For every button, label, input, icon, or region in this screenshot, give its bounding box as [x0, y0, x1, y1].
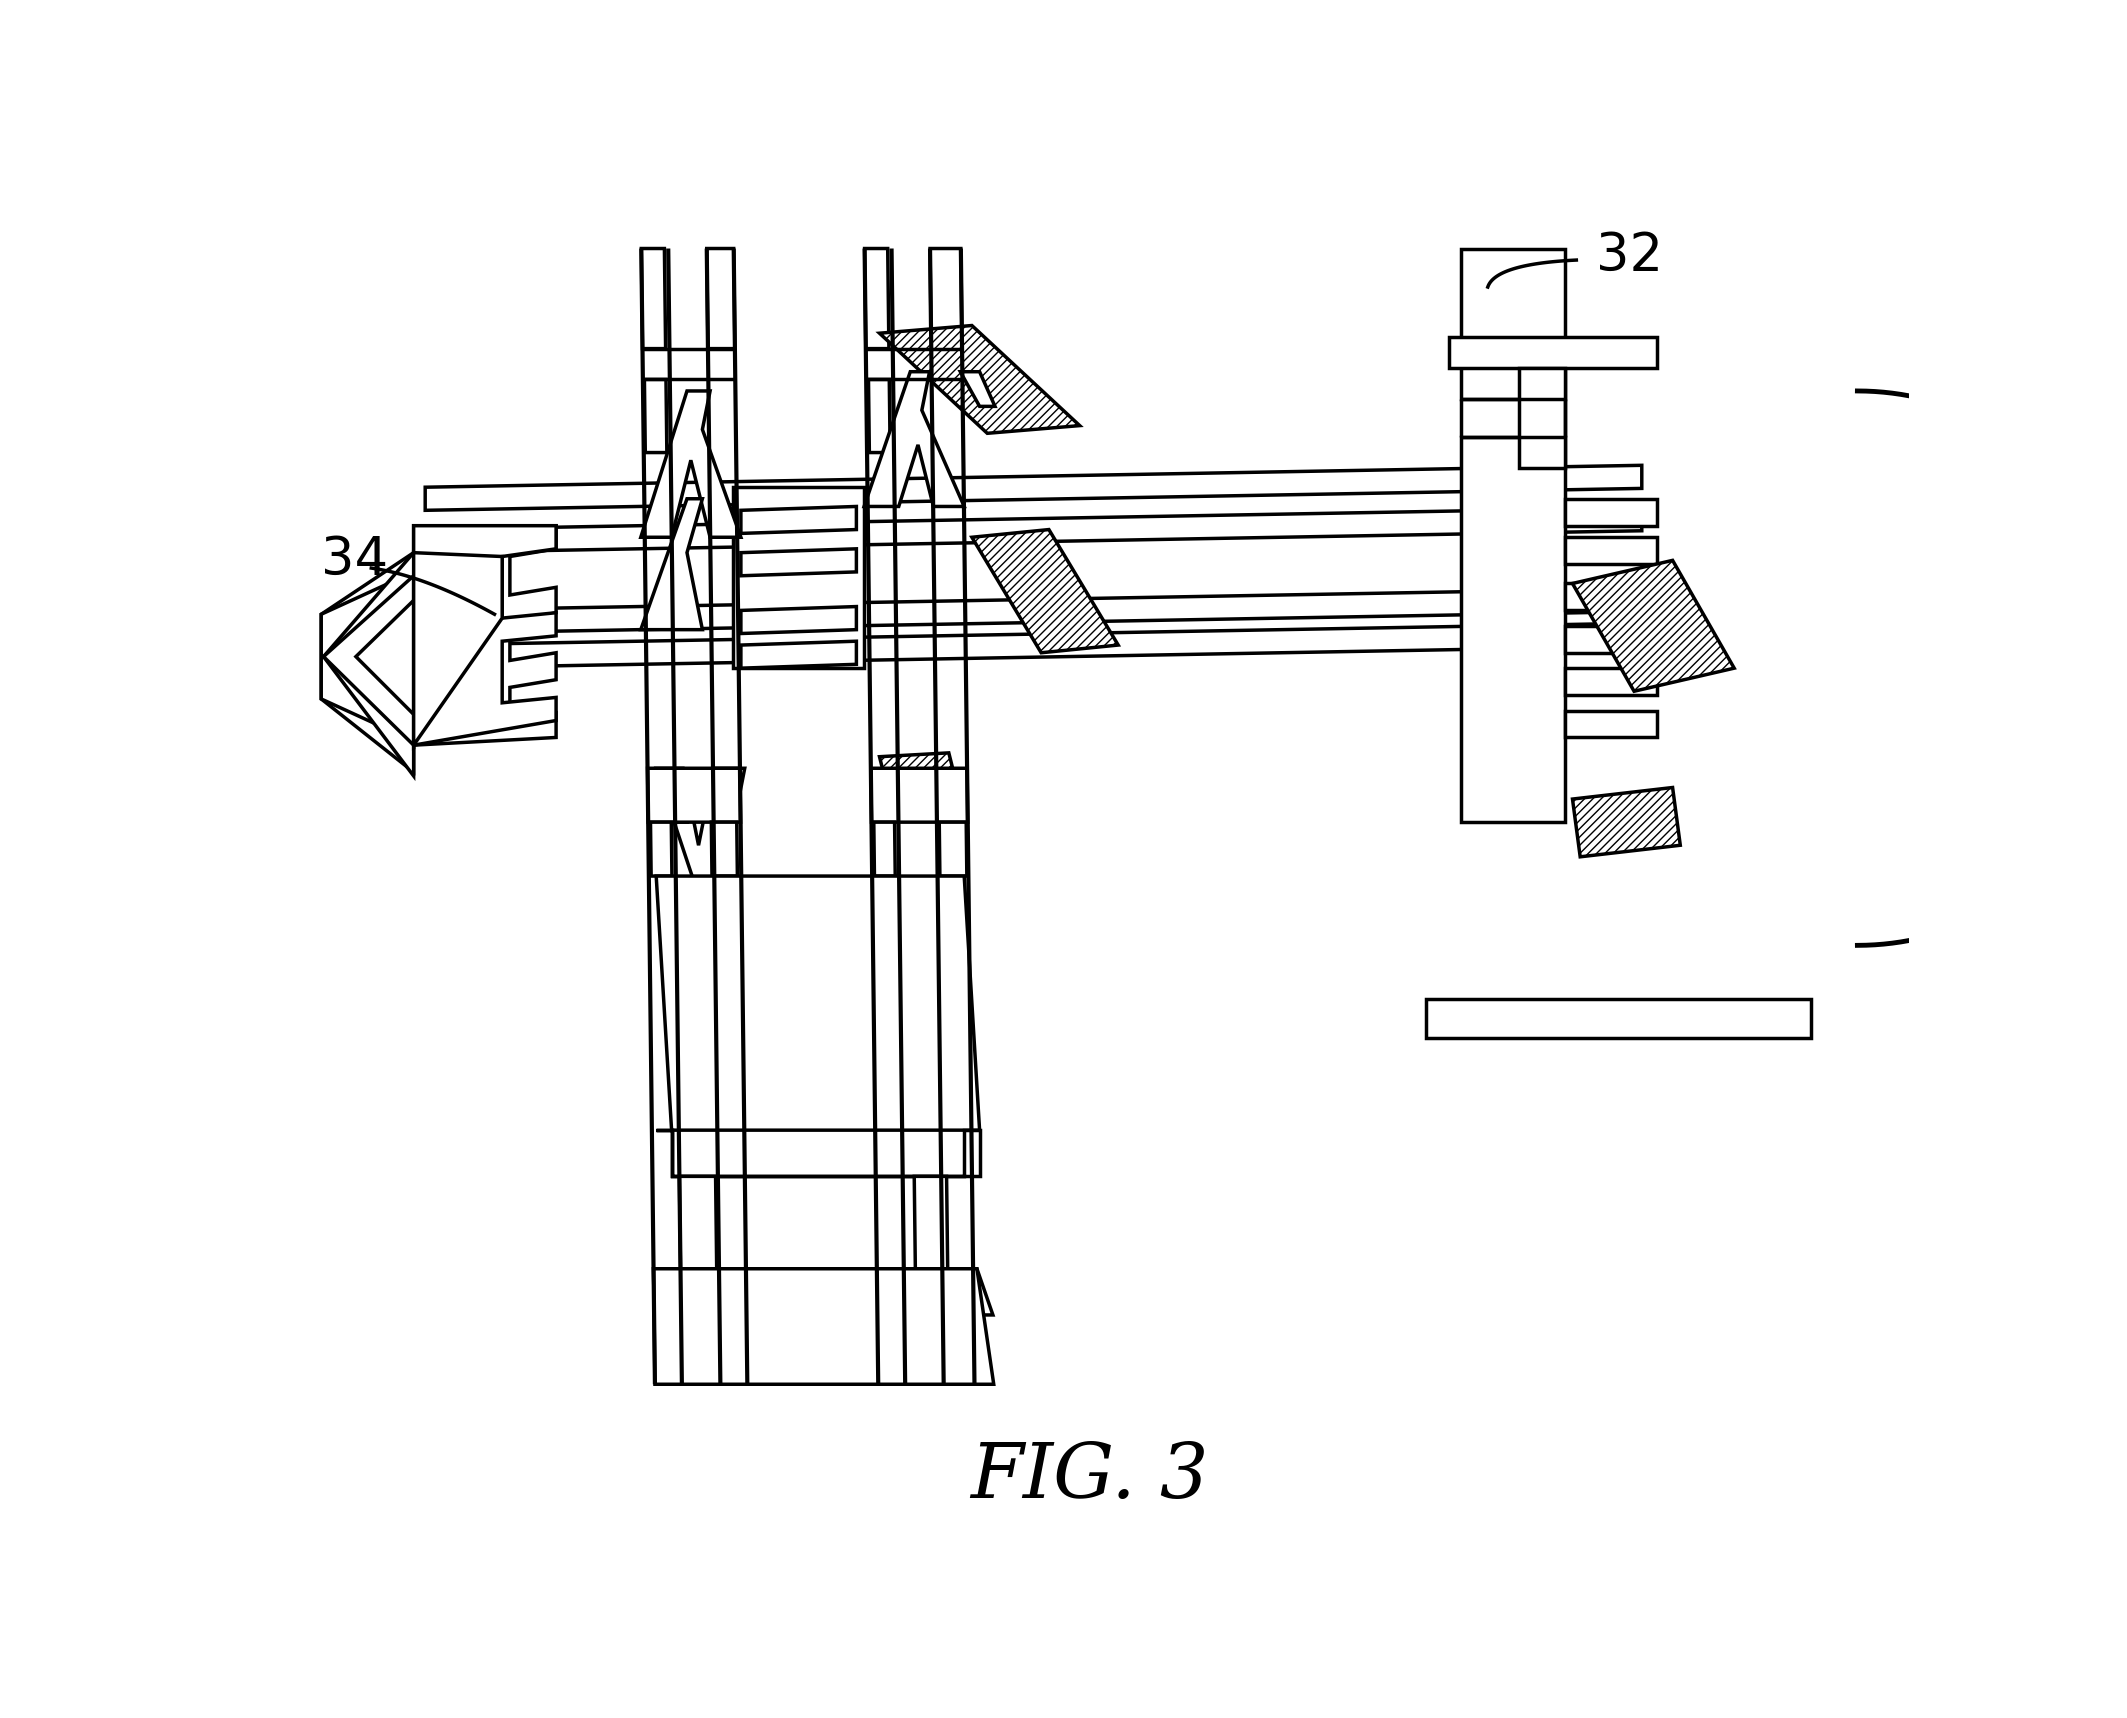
Polygon shape — [425, 466, 1642, 510]
Polygon shape — [425, 507, 1642, 553]
Polygon shape — [355, 600, 413, 715]
Polygon shape — [321, 572, 413, 740]
Polygon shape — [864, 249, 889, 349]
Polygon shape — [642, 249, 666, 349]
Polygon shape — [1565, 711, 1657, 737]
Polygon shape — [1448, 337, 1657, 368]
Polygon shape — [679, 1177, 717, 1270]
Text: 32: 32 — [1595, 230, 1663, 282]
Polygon shape — [1565, 538, 1657, 564]
Polygon shape — [1565, 625, 1657, 653]
Polygon shape — [740, 548, 857, 576]
Polygon shape — [653, 1270, 993, 1385]
Polygon shape — [640, 498, 702, 631]
Polygon shape — [915, 1177, 949, 1270]
Polygon shape — [1519, 368, 1565, 467]
Polygon shape — [961, 371, 995, 407]
Polygon shape — [425, 589, 1642, 634]
Polygon shape — [413, 553, 502, 746]
Polygon shape — [1572, 560, 1734, 691]
Polygon shape — [657, 1130, 981, 1177]
Polygon shape — [1461, 249, 1565, 399]
Polygon shape — [1565, 668, 1657, 696]
Polygon shape — [706, 249, 736, 349]
Text: FIG. 3: FIG. 3 — [970, 1440, 1208, 1514]
Polygon shape — [644, 380, 668, 452]
Polygon shape — [323, 526, 555, 777]
Polygon shape — [740, 507, 857, 533]
Polygon shape — [323, 576, 413, 746]
Polygon shape — [647, 768, 740, 823]
Polygon shape — [864, 371, 964, 507]
Polygon shape — [657, 876, 981, 1130]
Polygon shape — [1565, 498, 1657, 526]
Text: 34: 34 — [321, 534, 389, 586]
Polygon shape — [929, 249, 961, 349]
Polygon shape — [972, 529, 1119, 653]
Polygon shape — [657, 768, 687, 823]
Polygon shape — [710, 823, 738, 876]
Polygon shape — [651, 823, 672, 876]
Polygon shape — [1565, 584, 1657, 610]
Polygon shape — [740, 606, 857, 634]
Polygon shape — [321, 526, 555, 771]
Polygon shape — [874, 823, 895, 876]
Polygon shape — [1461, 436, 1565, 823]
Polygon shape — [940, 823, 968, 876]
Polygon shape — [653, 1270, 993, 1314]
Polygon shape — [740, 641, 857, 668]
Polygon shape — [425, 624, 1642, 668]
Polygon shape — [878, 325, 1081, 433]
Polygon shape — [868, 380, 889, 452]
Polygon shape — [1427, 1000, 1812, 1038]
Polygon shape — [657, 768, 744, 945]
Polygon shape — [870, 768, 968, 823]
Polygon shape — [734, 488, 864, 668]
Polygon shape — [1572, 787, 1680, 857]
Polygon shape — [640, 392, 740, 538]
Polygon shape — [878, 752, 964, 818]
